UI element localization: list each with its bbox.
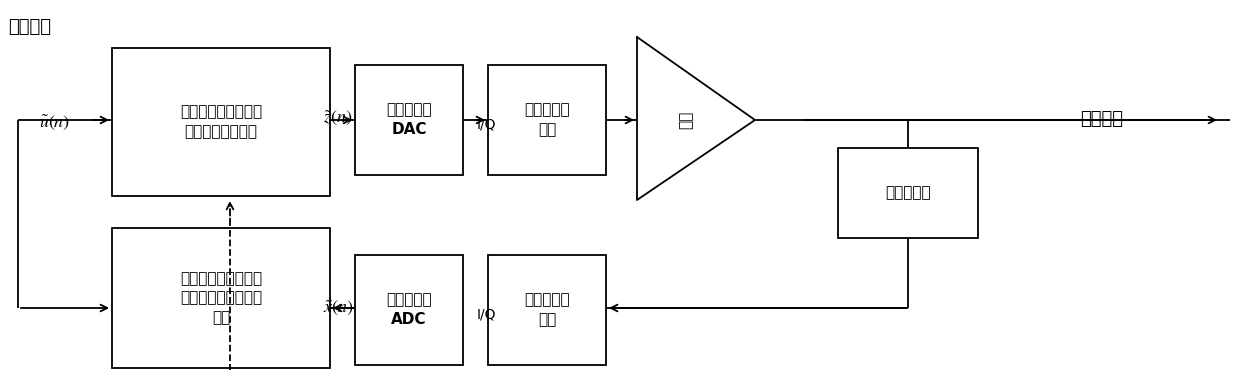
Text: 基于修改分段线性函
数的数字预失真器: 基于修改分段线性函 数的数字预失真器 <box>180 104 262 139</box>
Text: $\tilde{z}(n)$: $\tilde{z}(n)$ <box>324 109 352 127</box>
Bar <box>112 228 330 368</box>
Text: $\tilde{x}(n)$: $\tilde{x}(n)$ <box>322 299 353 317</box>
Text: 基于修改分段线性函
数的数字预失真模型
训练: 基于修改分段线性函 数的数字预失真模型 训练 <box>180 271 262 325</box>
Text: 数模转换器
DAC: 数模转换器 DAC <box>386 103 432 137</box>
Text: $\tilde{u}(n)$: $\tilde{u}(n)$ <box>40 112 71 132</box>
Bar <box>355 65 463 175</box>
Text: I/Q: I/Q <box>477 118 496 132</box>
Bar <box>112 48 330 196</box>
Text: 基带输入: 基带输入 <box>7 18 51 36</box>
Bar <box>355 255 463 365</box>
Text: 模数转换器
ADC: 模数转换器 ADC <box>386 293 432 327</box>
Polygon shape <box>637 37 755 200</box>
Text: 功放输出: 功放输出 <box>1080 110 1123 128</box>
Text: 衰减耦合器: 衰减耦合器 <box>885 185 931 200</box>
Text: 宽带正交调
制器: 宽带正交调 制器 <box>525 103 570 137</box>
Bar <box>489 65 606 175</box>
Text: 功放: 功放 <box>678 111 693 129</box>
Bar <box>838 148 978 238</box>
Text: 宽带正交解
调器: 宽带正交解 调器 <box>525 293 570 327</box>
Bar <box>489 255 606 365</box>
Text: I/Q: I/Q <box>477 308 496 322</box>
